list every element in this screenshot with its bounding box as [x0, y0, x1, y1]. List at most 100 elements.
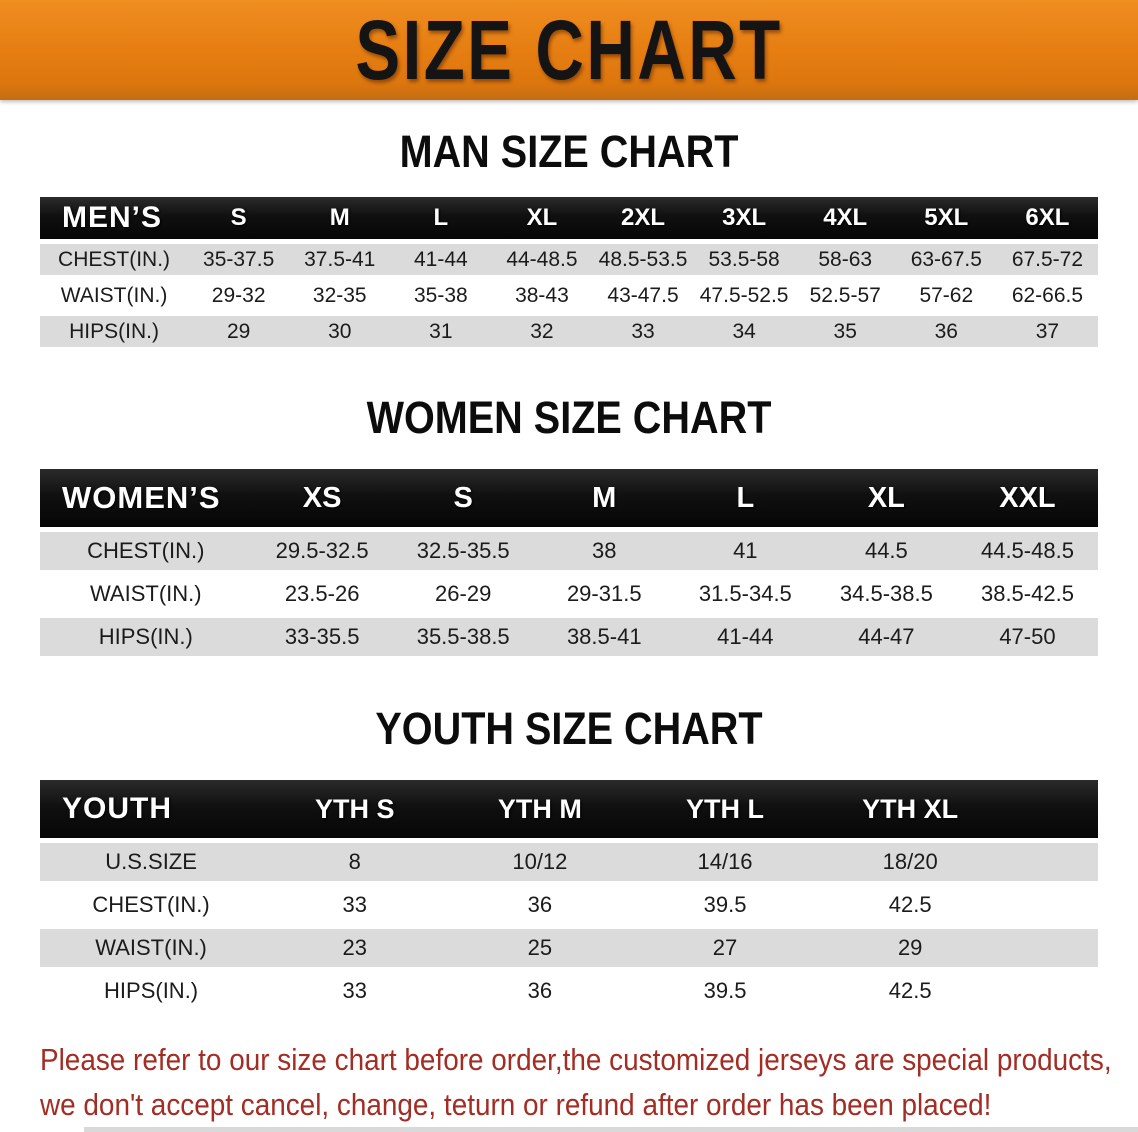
- column-header: YTH XL: [817, 780, 1003, 838]
- size-value: 29.5-32.5: [251, 532, 393, 570]
- row-filler: [1002, 886, 1098, 924]
- row-label: CHEST(IN.): [40, 244, 189, 275]
- size-value: 47.5-52.5: [693, 280, 795, 311]
- size-value: 35.5-38.5: [392, 618, 534, 656]
- size-value: 23.5-26: [251, 575, 393, 613]
- row-filler: [1002, 929, 1098, 967]
- table-row: HIPS(IN.) 33-35.5 35.5-38.5 38.5-41 41-44 44-…: [40, 618, 1098, 656]
- column-header: 3XL: [693, 197, 795, 239]
- column-header: M: [533, 469, 675, 527]
- size-value: 10/12: [447, 843, 633, 881]
- mens-corner-label: MEN’S: [40, 197, 189, 239]
- youth-section-title: YOUTH SIZE CHART: [375, 703, 763, 754]
- youth-header-row: YOUTH YTH S YTH M YTH L YTH XL: [40, 780, 1098, 838]
- size-value: 35-37.5: [188, 244, 290, 275]
- size-value: 33: [592, 316, 694, 347]
- size-value: 18/20: [817, 843, 1003, 881]
- mens-section-title: MAN SIZE CHART: [399, 126, 739, 177]
- column-header: M: [289, 197, 391, 239]
- size-value: 43-47.5: [592, 280, 694, 311]
- size-value: 31: [390, 316, 492, 347]
- size-value: 8: [262, 843, 448, 881]
- size-value: 41: [674, 532, 816, 570]
- row-label: WAIST(IN.): [40, 929, 263, 967]
- size-value: 44-48.5: [491, 244, 593, 275]
- column-header: L: [674, 469, 816, 527]
- column-header: XXL: [956, 469, 1098, 527]
- size-value: 67.5-72: [996, 244, 1098, 275]
- size-value: 52.5-57: [794, 280, 896, 311]
- banner-title: SIZE CHART: [355, 3, 783, 97]
- column-header: XS: [251, 469, 393, 527]
- table-row: WAIST(IN.) 23 25 27 29: [40, 929, 1098, 967]
- size-value: 44-47: [815, 618, 957, 656]
- size-value: 38.5-42.5: [956, 575, 1098, 613]
- column-header: 6XL: [996, 197, 1098, 239]
- size-value: 48.5-53.5: [592, 244, 694, 275]
- size-value: 41-44: [674, 618, 816, 656]
- size-value: 53.5-58: [693, 244, 795, 275]
- size-value: 42.5: [817, 886, 1003, 924]
- table-row: WAIST(IN.) 29-32 32-35 35-38 38-43 43-47.5 47.…: [40, 280, 1098, 311]
- size-value: 39.5: [632, 886, 818, 924]
- youth-size-table: YOUTH YTH S YTH M YTH L YTH XL U.S.SIZE 8 10/12…: [40, 775, 1098, 1015]
- womens-header-row: WOMEN’S XS S M L XL XXL: [40, 469, 1098, 527]
- size-value: 14/16: [632, 843, 818, 881]
- size-value: 23: [262, 929, 448, 967]
- size-value: 36: [895, 316, 997, 347]
- size-value: 34: [693, 316, 795, 347]
- size-value: 29: [817, 929, 1003, 967]
- size-chart-banner: SIZE CHART: [0, 0, 1138, 100]
- bottom-border-strip: [84, 1127, 1138, 1132]
- row-filler: [1002, 843, 1098, 881]
- size-value: 32: [491, 316, 593, 347]
- column-header: S: [392, 469, 534, 527]
- column-header: L: [390, 197, 492, 239]
- disclaimer-line: we don't accept cancel, change, teturn o…: [40, 1087, 992, 1122]
- mens-header-row: MEN’S S M L XL 2XL 3XL 4XL 5XL 6XL: [40, 197, 1098, 239]
- row-label: CHEST(IN.): [40, 886, 263, 924]
- size-value: 41-44: [390, 244, 492, 275]
- disclaimer-line: Please refer to our size chart before or…: [40, 1042, 1112, 1077]
- column-header: XL: [815, 469, 957, 527]
- size-value: 33-35.5: [251, 618, 393, 656]
- size-value: 44.5-48.5: [956, 532, 1098, 570]
- row-label: HIPS(IN.): [40, 972, 263, 1010]
- size-value: 33: [262, 972, 448, 1010]
- row-label: WAIST(IN.): [40, 280, 189, 311]
- youth-size-section: YOUTH SIZE CHART YOUTH YTH S YTH M YTH L YTH…: [0, 703, 1138, 1015]
- size-value: 30: [289, 316, 391, 347]
- column-header: 4XL: [794, 197, 896, 239]
- size-value: 35-38: [390, 280, 492, 311]
- table-row: HIPS(IN.) 29 30 31 32 33 34 35 36 37: [40, 316, 1098, 347]
- size-value: 62-66.5: [996, 280, 1098, 311]
- size-value: 35: [794, 316, 896, 347]
- womens-corner-label: WOMEN’S: [40, 469, 252, 527]
- row-label: WAIST(IN.): [40, 575, 252, 613]
- table-row: CHEST(IN.) 33 36 39.5 42.5: [40, 886, 1098, 924]
- size-value: 32.5-35.5: [392, 532, 534, 570]
- row-label: CHEST(IN.): [40, 532, 252, 570]
- table-row: WAIST(IN.) 23.5-26 26-29 29-31.5 31.5-34.5 34…: [40, 575, 1098, 613]
- row-label: HIPS(IN.): [40, 316, 189, 347]
- table-row: U.S.SIZE 8 10/12 14/16 18/20: [40, 843, 1098, 881]
- column-header: YTH M: [447, 780, 633, 838]
- size-value: 29: [188, 316, 290, 347]
- womens-size-table: WOMEN’S XS S M L XL XXL CHEST(IN.) 29.5-32.5 32.5…: [40, 464, 1098, 661]
- size-value: 38-43: [491, 280, 593, 311]
- column-header: YTH L: [632, 780, 818, 838]
- size-value: 34.5-38.5: [815, 575, 957, 613]
- womens-size-section: WOMEN SIZE CHART WOMEN’S XS S M L XL XXL CHEST(…: [0, 392, 1138, 661]
- size-value: 44.5: [815, 532, 957, 570]
- size-value: 33: [262, 886, 448, 924]
- column-header: XL: [491, 197, 593, 239]
- column-header: YTH S: [262, 780, 448, 838]
- column-header: 5XL: [895, 197, 997, 239]
- size-value: 42.5: [817, 972, 1003, 1010]
- size-value: 36: [447, 972, 633, 1010]
- size-value: 29-31.5: [533, 575, 675, 613]
- size-value: 37: [996, 316, 1098, 347]
- column-header: S: [188, 197, 290, 239]
- table-row: HIPS(IN.) 33 36 39.5 42.5: [40, 972, 1098, 1010]
- row-filler: [1002, 972, 1098, 1010]
